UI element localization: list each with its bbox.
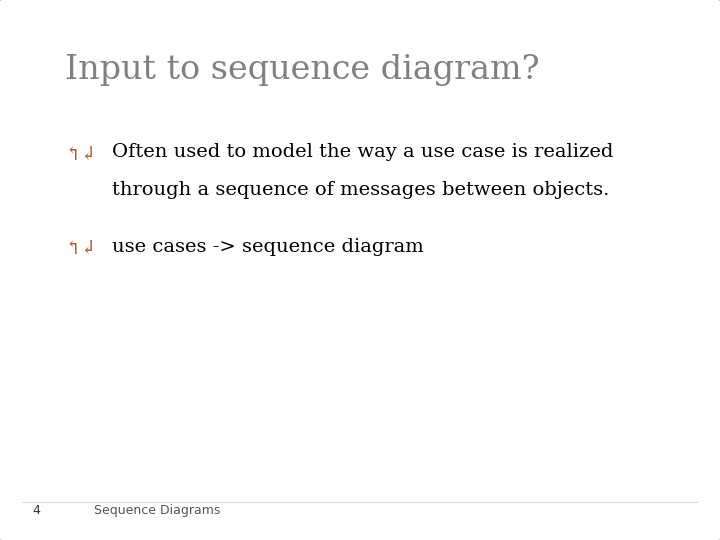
Text: Often used to model the way a use case is realized: Often used to model the way a use case i… [112,143,613,161]
Text: 4: 4 [32,504,40,517]
Text: ↰↲: ↰↲ [65,146,97,164]
Text: ↰↲: ↰↲ [65,240,97,258]
Text: Input to sequence diagram?: Input to sequence diagram? [65,54,539,86]
Text: use cases -> sequence diagram: use cases -> sequence diagram [112,238,423,255]
Text: Sequence Diagrams: Sequence Diagrams [94,504,220,517]
Text: through a sequence of messages between objects.: through a sequence of messages between o… [112,181,609,199]
